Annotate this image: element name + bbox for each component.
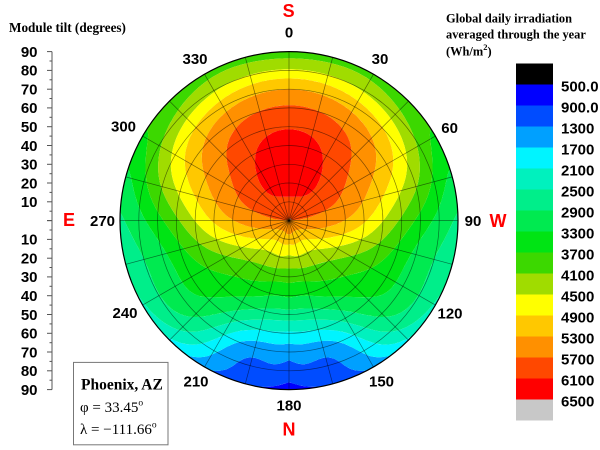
svg-text:300: 300 bbox=[111, 119, 136, 136]
svg-text:2500: 2500 bbox=[561, 184, 594, 201]
svg-text:averaged through the year: averaged through the year bbox=[446, 28, 586, 42]
svg-text:6100: 6100 bbox=[561, 373, 594, 390]
svg-text:120: 120 bbox=[437, 306, 462, 323]
svg-text:90: 90 bbox=[21, 44, 38, 61]
svg-text:(Wh/m2): (Wh/m2) bbox=[446, 42, 492, 59]
svg-text:4500: 4500 bbox=[561, 289, 594, 306]
svg-text:30: 30 bbox=[21, 157, 38, 174]
svg-text:4100: 4100 bbox=[561, 268, 594, 285]
svg-text:10: 10 bbox=[21, 194, 38, 211]
svg-text:50: 50 bbox=[21, 307, 38, 324]
svg-text:4900: 4900 bbox=[561, 310, 594, 327]
svg-text:20: 20 bbox=[21, 251, 38, 268]
svg-text:180: 180 bbox=[276, 398, 301, 415]
svg-text:N: N bbox=[283, 419, 296, 439]
svg-text:E: E bbox=[63, 210, 75, 230]
svg-text:70: 70 bbox=[21, 344, 38, 361]
svg-text:90: 90 bbox=[21, 382, 38, 399]
svg-text:60: 60 bbox=[21, 326, 38, 343]
svg-text:40: 40 bbox=[21, 288, 38, 305]
svg-text:900.0: 900.0 bbox=[561, 100, 599, 117]
svg-text:270: 270 bbox=[90, 213, 115, 230]
svg-text:210: 210 bbox=[183, 374, 208, 391]
svg-text:1300: 1300 bbox=[561, 121, 594, 138]
svg-text:Module tilt (degrees): Module tilt (degrees) bbox=[9, 20, 126, 35]
svg-text:3700: 3700 bbox=[561, 247, 594, 264]
svg-text:2100: 2100 bbox=[561, 163, 594, 180]
svg-text:30: 30 bbox=[21, 269, 38, 286]
svg-text:500.0: 500.0 bbox=[561, 79, 599, 96]
svg-text:90: 90 bbox=[465, 213, 482, 230]
svg-text:S: S bbox=[283, 1, 295, 21]
svg-text:10: 10 bbox=[21, 232, 38, 249]
svg-text:Phoenix, AZ: Phoenix, AZ bbox=[81, 377, 163, 394]
svg-text:80: 80 bbox=[21, 63, 38, 80]
svg-text:20: 20 bbox=[21, 175, 38, 192]
svg-text:W: W bbox=[490, 211, 507, 231]
svg-text:φ = 33.45o: φ = 33.45o bbox=[80, 399, 143, 417]
svg-text:0: 0 bbox=[285, 25, 293, 42]
svg-text:3300: 3300 bbox=[561, 226, 594, 243]
svg-text:Global daily irradiation: Global daily irradiation bbox=[446, 12, 572, 26]
svg-text:60: 60 bbox=[21, 100, 38, 117]
svg-text:1700: 1700 bbox=[561, 142, 594, 159]
svg-text:60: 60 bbox=[441, 120, 458, 137]
svg-text:80: 80 bbox=[21, 363, 38, 380]
svg-text:6500: 6500 bbox=[561, 394, 594, 411]
svg-text:5300: 5300 bbox=[561, 331, 594, 348]
svg-text:40: 40 bbox=[21, 138, 38, 155]
svg-text:λ = −111.66o: λ = −111.66o bbox=[80, 421, 157, 439]
svg-text:5700: 5700 bbox=[561, 352, 594, 369]
svg-text:240: 240 bbox=[112, 305, 137, 322]
svg-text:70: 70 bbox=[21, 82, 38, 99]
svg-text:30: 30 bbox=[372, 51, 389, 68]
svg-text:330: 330 bbox=[182, 51, 207, 68]
svg-text:2900: 2900 bbox=[561, 205, 594, 222]
svg-text:150: 150 bbox=[369, 373, 394, 390]
svg-text:50: 50 bbox=[21, 119, 38, 136]
